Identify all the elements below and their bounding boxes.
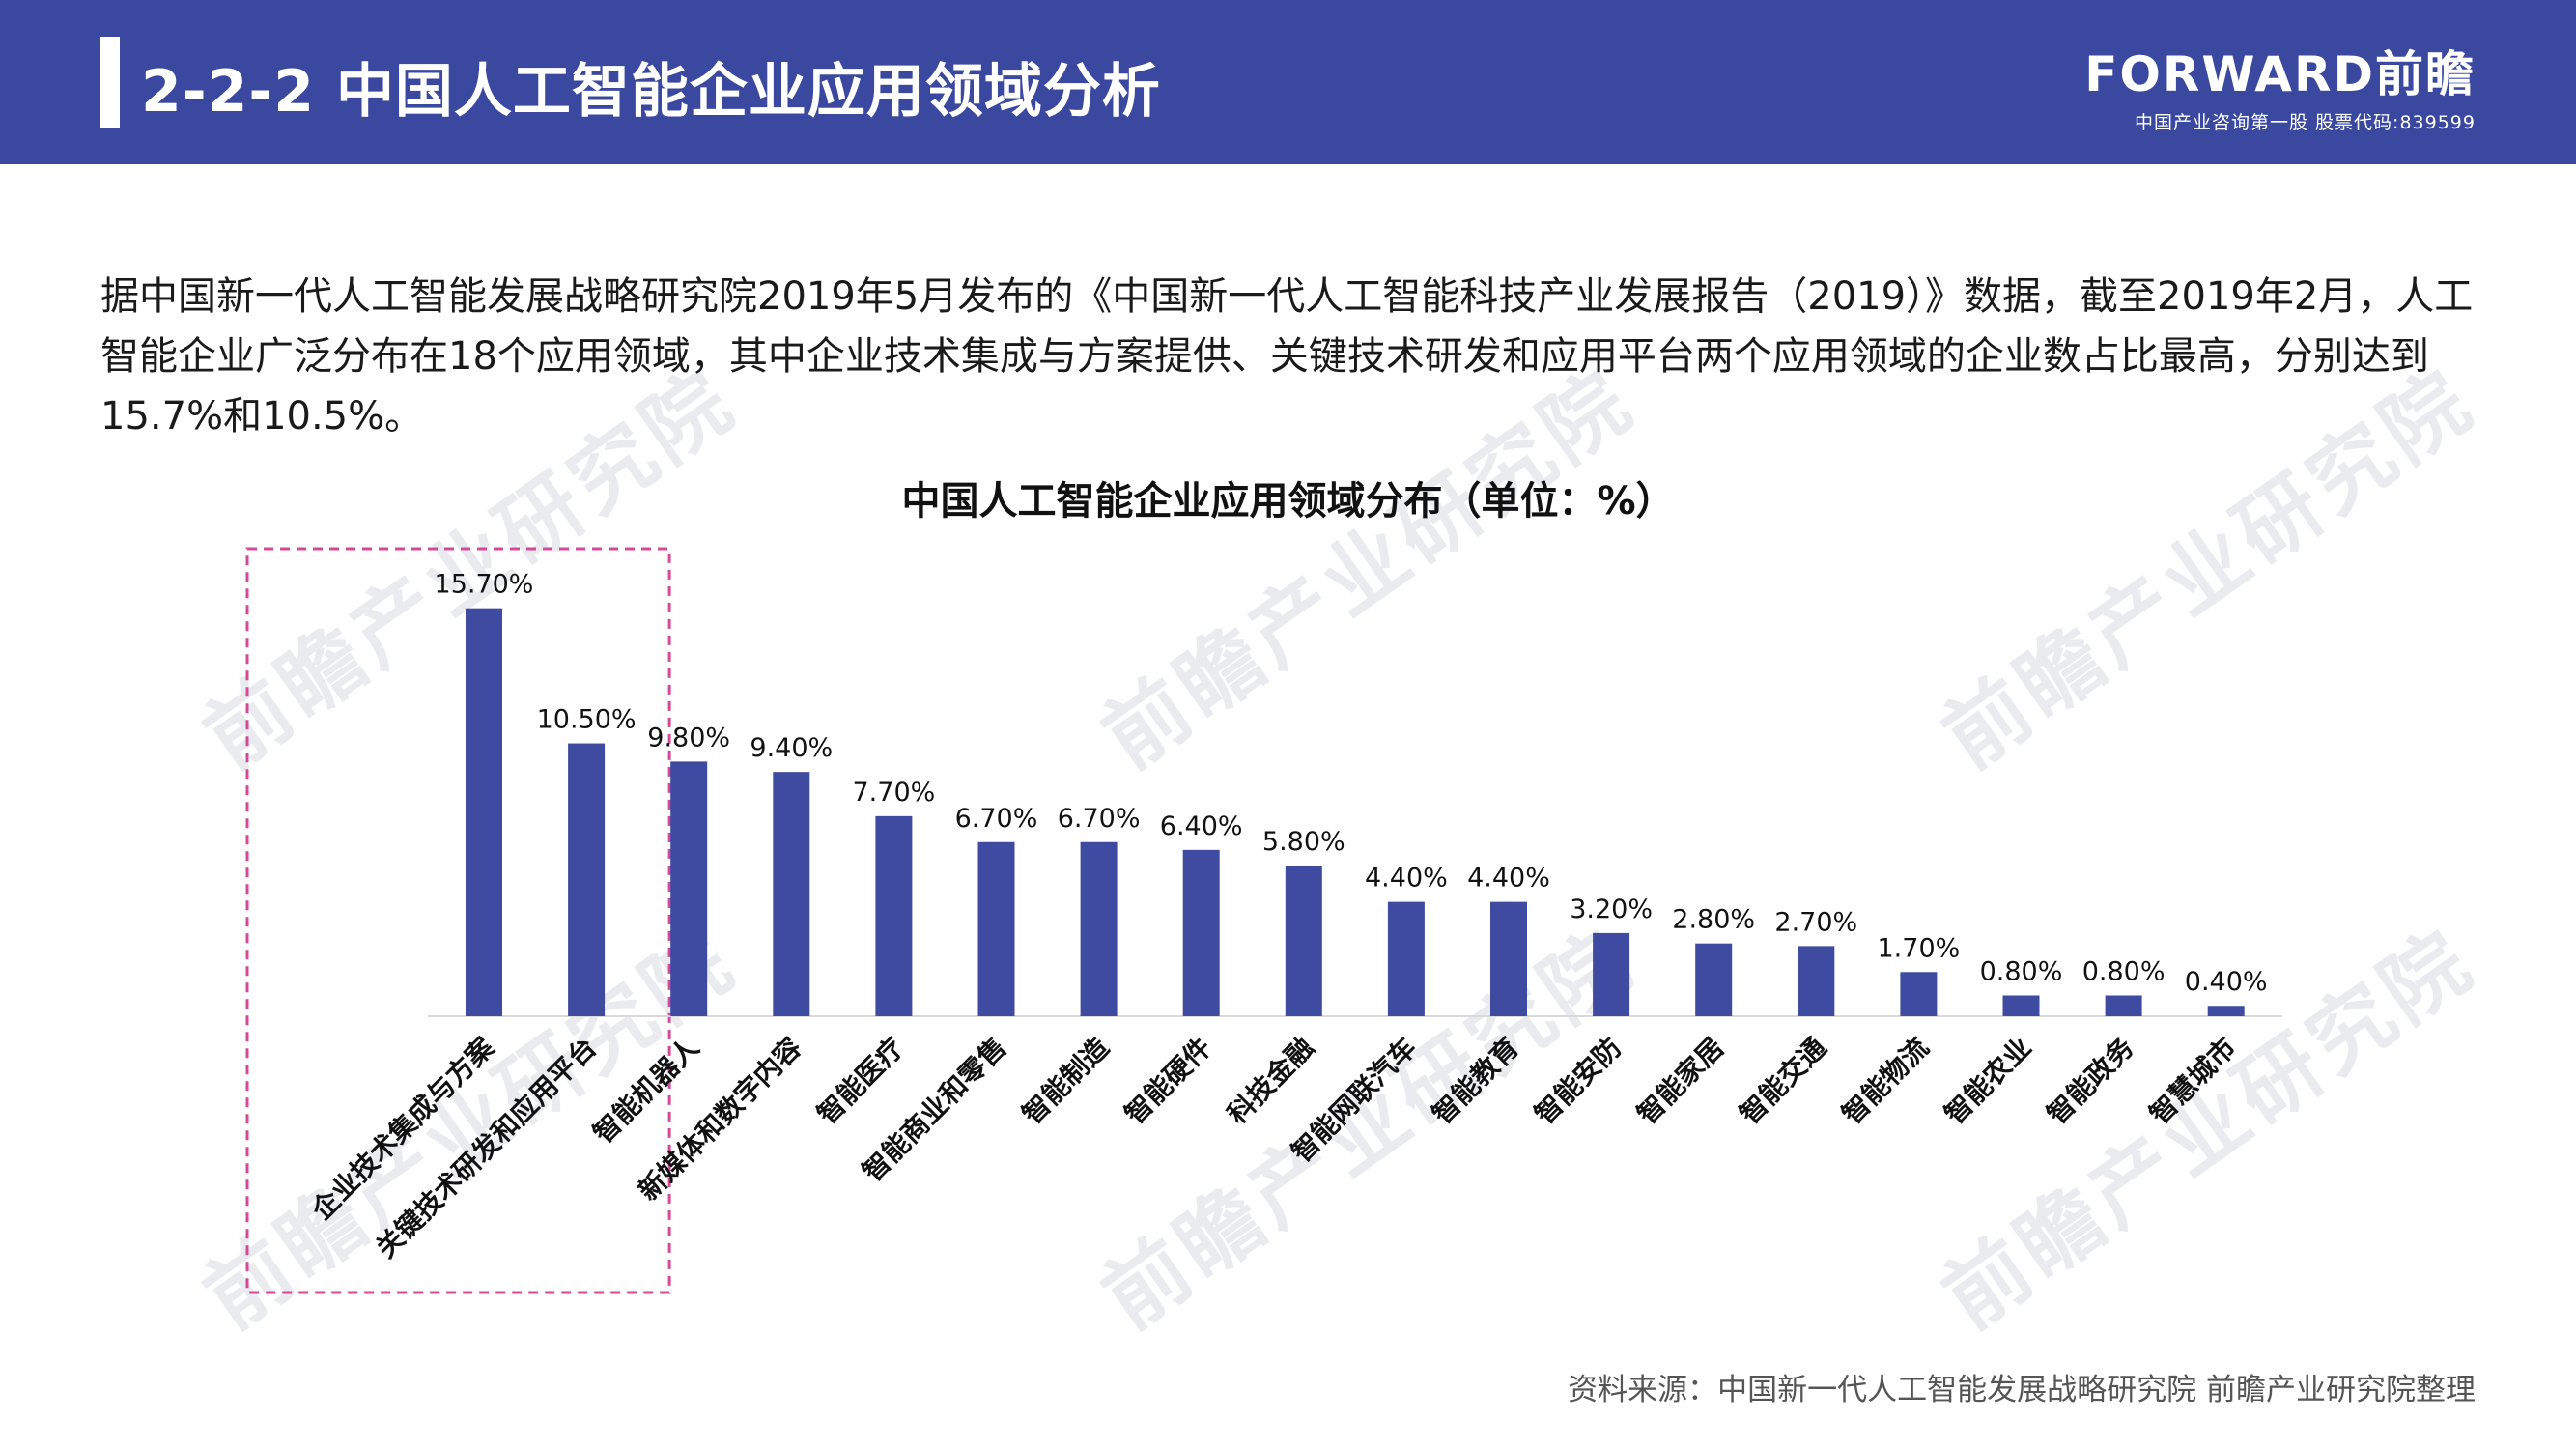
value-label: 9.80% [647, 723, 730, 753]
category-label: 智能农业 [1939, 1032, 2038, 1131]
category-label: 智能制造 [1016, 1032, 1116, 1131]
bar [2002, 995, 2040, 1016]
bar [1387, 901, 1425, 1016]
value-label: 4.40% [1467, 864, 1550, 894]
bar [1285, 865, 1322, 1016]
value-label: 6.40% [1160, 811, 1243, 841]
value-label: 1.70% [1878, 933, 1961, 963]
value-label: 2.80% [1672, 905, 1755, 935]
source-note: 资料来源：中国新一代人工智能发展战略研究院 前瞻产业研究院整理 [1568, 1373, 2476, 1407]
category-label: 智慧城市 [2143, 1032, 2243, 1131]
header-accent-bar [100, 37, 120, 128]
value-label: 0.80% [1980, 956, 2063, 986]
logo-subtitle: 中国产业咨询第一股 股票代码:839599 [2135, 112, 2476, 133]
value-label: 10.50% [537, 705, 637, 735]
value-label: 6.70% [1058, 804, 1141, 834]
bar [2105, 995, 2142, 1016]
brand-logo: FORWARD前瞻 中国产业咨询第一股 股票代码:839599 [2084, 46, 2476, 134]
category-label: 智能交通 [1734, 1032, 1833, 1131]
value-label: 2.70% [1774, 907, 1857, 937]
bar [773, 772, 810, 1016]
value-label: 0.80% [2082, 956, 2166, 986]
category-label: 智能医疗 [811, 1032, 911, 1131]
category-label: 智能物流 [1836, 1032, 1936, 1131]
value-label: 7.70% [853, 778, 936, 808]
bar [1900, 972, 1938, 1016]
bar [1798, 946, 1835, 1016]
value-label: 15.70% [435, 570, 534, 600]
bar [466, 608, 502, 1016]
page-title: 2-2-2 中国人工智能企业应用领域分析 [141, 58, 1161, 126]
category-label: 企业技术集成与方案 [305, 1031, 500, 1226]
bar [2207, 1006, 2245, 1016]
bar [1593, 932, 1630, 1016]
value-label: 9.40% [750, 733, 833, 763]
bar [1182, 849, 1220, 1016]
category-label: 智能家居 [1631, 1032, 1731, 1131]
chart-title: 中国人工智能企业应用领域分布（单位：%） [901, 479, 1675, 524]
bar [977, 841, 1015, 1016]
header-bar: 2-2-2 中国人工智能企业应用领域分析 FORWARD前瞻 中国产业咨询第一股… [0, 0, 2576, 164]
bar [670, 761, 708, 1016]
highlight-box [245, 547, 671, 1294]
bar [875, 815, 913, 1016]
value-label: 0.40% [2185, 967, 2268, 997]
bar [1695, 943, 1733, 1016]
category-label: 科技金融 [1221, 1032, 1320, 1131]
logo-text: FORWARD前瞻 [2084, 46, 2476, 102]
intro-paragraph: 据中国新一代人工智能发展战略研究院2019年5月发布的《中国新一代人工智能科技产… [100, 274, 2474, 439]
value-label: 5.80% [1262, 827, 1345, 857]
bar [1490, 901, 1527, 1016]
category-label: 智能教育 [1426, 1032, 1525, 1131]
bar [1080, 841, 1118, 1016]
category-label: 智能安防 [1529, 1032, 1628, 1131]
value-label: 6.70% [955, 804, 1038, 834]
bar [568, 743, 606, 1016]
category-label: 智能硬件 [1118, 1032, 1218, 1131]
category-label: 智能政务 [2041, 1032, 2140, 1131]
value-label: 4.40% [1365, 864, 1448, 894]
value-label: 3.20% [1570, 895, 1653, 924]
